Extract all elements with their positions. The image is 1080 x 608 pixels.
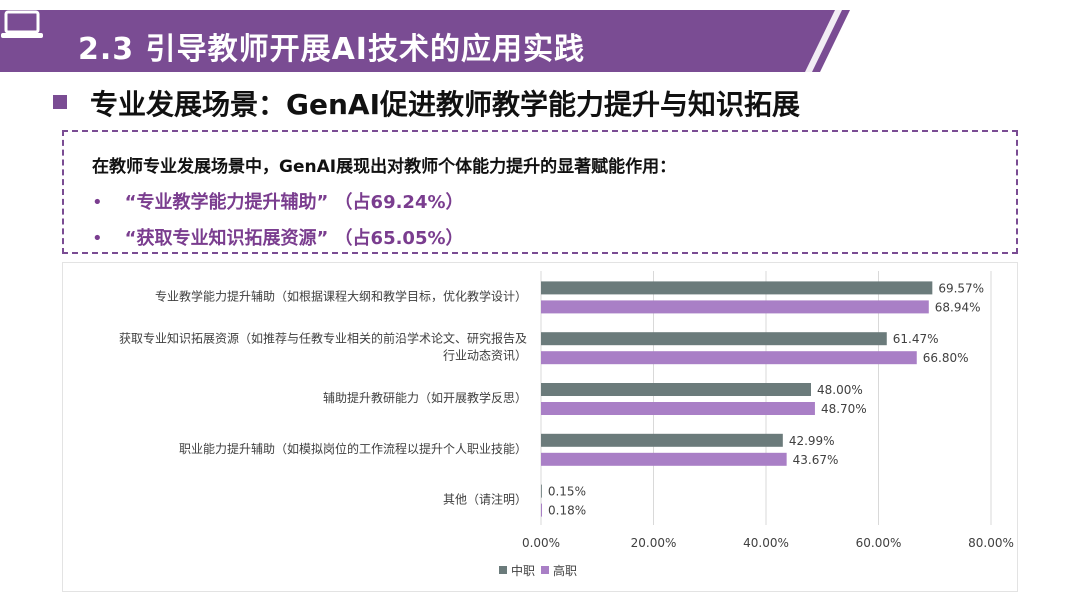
header-banner: 2.3 引导教师开展AI技术的应用实践 xyxy=(0,10,850,72)
header-background xyxy=(0,10,850,72)
data-label: 66.80% xyxy=(923,351,969,365)
data-label: 0.15% xyxy=(548,485,586,499)
subtitle-marker xyxy=(53,95,67,109)
category-label: 行业动态资讯） xyxy=(443,349,527,363)
info-box: 在教师专业发展场景中，GenAI展现出对教师个体能力提升的显著赋能作用： • “专… xyxy=(62,130,1018,254)
bar xyxy=(541,383,811,396)
chart-panel: 0.00% 20.00% 40.00% 60.00% 80.00% 69.57% 68.94… xyxy=(62,262,1018,592)
data-label: 69.57% xyxy=(938,281,984,295)
info-bullet: • “获取专业知识拓展资源” （占65.05%） xyxy=(92,224,464,250)
bar xyxy=(541,484,542,498)
legend-swatch xyxy=(499,566,507,574)
legend-label: 高职 xyxy=(553,563,577,578)
legend-label: 中职 xyxy=(511,563,535,578)
x-tick-label: 0.00% xyxy=(522,536,560,550)
bar xyxy=(541,281,933,295)
section-subtitle: 专业发展场景：GenAI促进教师教学能力提升与知识拓展 xyxy=(90,88,800,121)
bar xyxy=(541,351,917,365)
bar xyxy=(541,332,887,346)
bullet-dot: • xyxy=(92,192,103,213)
info-bullet: • “专业教学能力提升辅助” （占69.24%） xyxy=(92,188,464,214)
page-title: 2.3 引导教师开展AI技术的应用实践 xyxy=(78,32,585,67)
bar xyxy=(541,402,815,415)
bar-chart: 0.00% 20.00% 40.00% 60.00% 80.00% 69.57% 68.94… xyxy=(119,271,1014,578)
x-tick-label: 80.00% xyxy=(968,536,1014,550)
data-label: 43.67% xyxy=(793,453,839,467)
bar xyxy=(541,300,929,314)
bar xyxy=(541,452,787,466)
info-intro: 在教师专业发展场景中，GenAI展现出对教师个体能力提升的显著赋能作用： xyxy=(92,157,677,177)
data-label: 42.99% xyxy=(789,434,835,448)
legend-swatch xyxy=(541,566,549,574)
category-label: 专业教学能力提升辅助（如根据课程大纲和教学目标，优化教学设计） xyxy=(155,288,527,303)
data-label: 48.00% xyxy=(817,383,863,397)
laptop-icon xyxy=(1,10,43,38)
x-tick-label: 20.00% xyxy=(631,536,677,550)
category-label: 辅助提升教研能力（如开展教学反思） xyxy=(323,390,527,405)
category-label: 职业能力提升辅助（如模拟岗位的工作流程以提升个人职业技能） xyxy=(179,441,527,456)
x-tick-label: 40.00% xyxy=(743,536,789,550)
data-label: 48.70% xyxy=(821,402,867,416)
x-tick-label: 60.00% xyxy=(856,536,902,550)
data-label: 68.94% xyxy=(935,300,981,314)
bullet-dot: • xyxy=(92,228,103,249)
bullet-text: “专业教学能力提升辅助” （占69.24%） xyxy=(124,192,464,213)
category-label: 其他（请注明） xyxy=(443,492,527,507)
bullet-text: “获取专业知识拓展资源” （占65.05%） xyxy=(124,228,464,249)
bar xyxy=(541,433,783,447)
bar xyxy=(541,503,543,517)
data-label: 0.18% xyxy=(548,504,586,518)
data-label: 61.47% xyxy=(893,332,939,346)
category-label: 获取专业知识拓展资源（如推荐与任教专业相关的前沿学术论文、研究报告及 xyxy=(119,331,527,346)
